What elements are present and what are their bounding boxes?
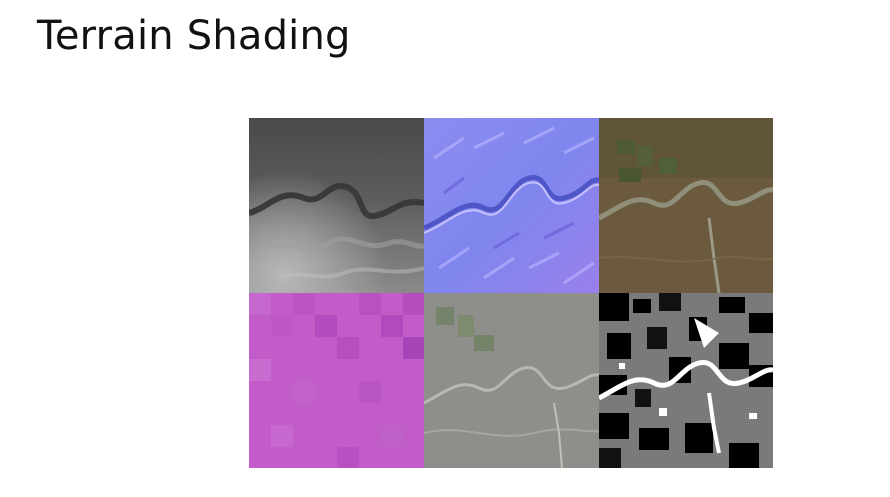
low-resolution-mask-image [249,293,424,468]
normal-map-image [424,118,599,293]
terrain-image-grid [249,118,773,468]
binary-classification-image [599,293,773,468]
heightmap-image [249,118,424,293]
slide-title: Terrain Shading [37,13,351,59]
satellite-albedo-image [599,118,773,293]
desaturated-overlay-image [424,293,599,468]
